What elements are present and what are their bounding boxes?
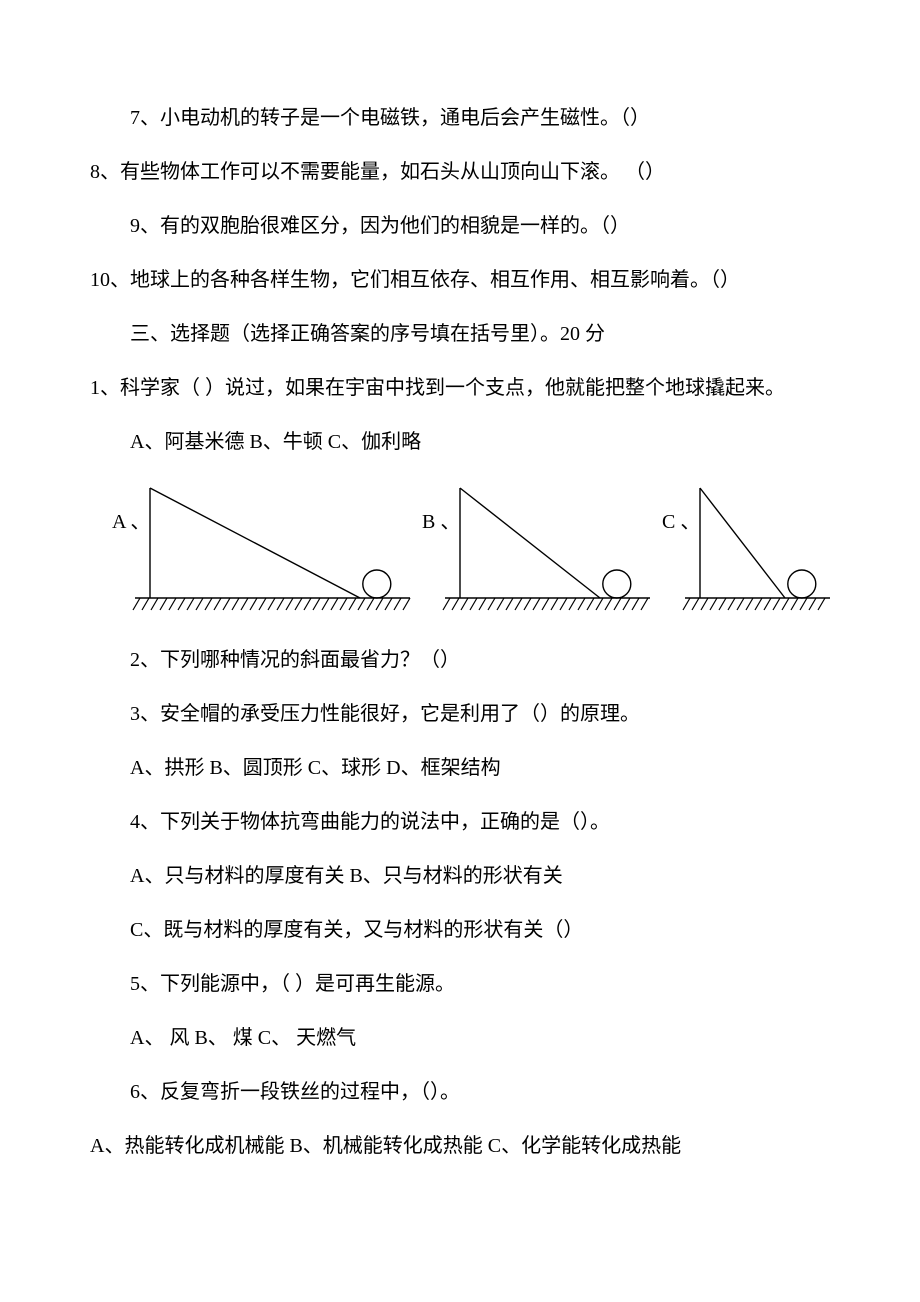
choice-q3: 3、安全帽的承受压力性能很好，它是利用了（）的原理。 xyxy=(90,696,830,732)
choice-q4-optC: C、既与材料的厚度有关，又与材料的形状有关（） xyxy=(90,912,830,948)
judgement-q10: 10、地球上的各种各样生物，它们相互依存、相互作用、相互影响着。（） xyxy=(90,262,830,298)
choice-q5: 5、下列能源中，（ ）是可再生能源。 xyxy=(90,966,830,1002)
inclined-planes-diagram: A 、 B 、 C 、 xyxy=(90,478,830,628)
choice-q6: 6、反复弯折一段铁丝的过程中，（）。 xyxy=(90,1074,830,1110)
choice-q4: 4、下列关于物体抗弯曲能力的说法中，正确的是（）。 xyxy=(90,804,830,840)
svg-text:C 、: C 、 xyxy=(662,511,700,533)
judgement-q8: 8、有些物体工作可以不需要能量，如石头从山顶向山下滚。 （） xyxy=(90,154,830,190)
svg-text:B 、: B 、 xyxy=(422,511,460,533)
choice-q3-options: A、拱形 B、圆顶形 C、球形 D、框架结构 xyxy=(90,750,830,786)
choice-q6-options: A、热能转化成机械能 B、机械能转化成热能 C、化学能转化成热能 xyxy=(90,1128,830,1164)
svg-text:A 、: A 、 xyxy=(112,511,150,533)
choice-q1-options: A、阿基米德 B、牛顿 C、伽利略 xyxy=(90,424,830,460)
section-3-title: 三、选择题（选择正确答案的序号填在括号里）。20 分 xyxy=(90,316,830,352)
judgement-q7: 7、小电动机的转子是一个电磁铁，通电后会产生磁性。（） xyxy=(90,100,830,136)
choice-q4-optA: A、只与材料的厚度有关 B、只与材料的形状有关 xyxy=(90,858,830,894)
choice-q2: 2、下列哪种情况的斜面最省力？（） xyxy=(90,642,830,678)
judgement-q9: 9、有的双胞胎很难区分，因为他们的相貌是一样的。（） xyxy=(90,208,830,244)
choice-q5-options: A、 风 B、 煤 C、 天燃气 xyxy=(90,1020,830,1056)
choice-q1: 1、科学家（ ）说过，如果在宇宙中找到一个支点，他就能把整个地球撬起来。 xyxy=(90,370,830,406)
